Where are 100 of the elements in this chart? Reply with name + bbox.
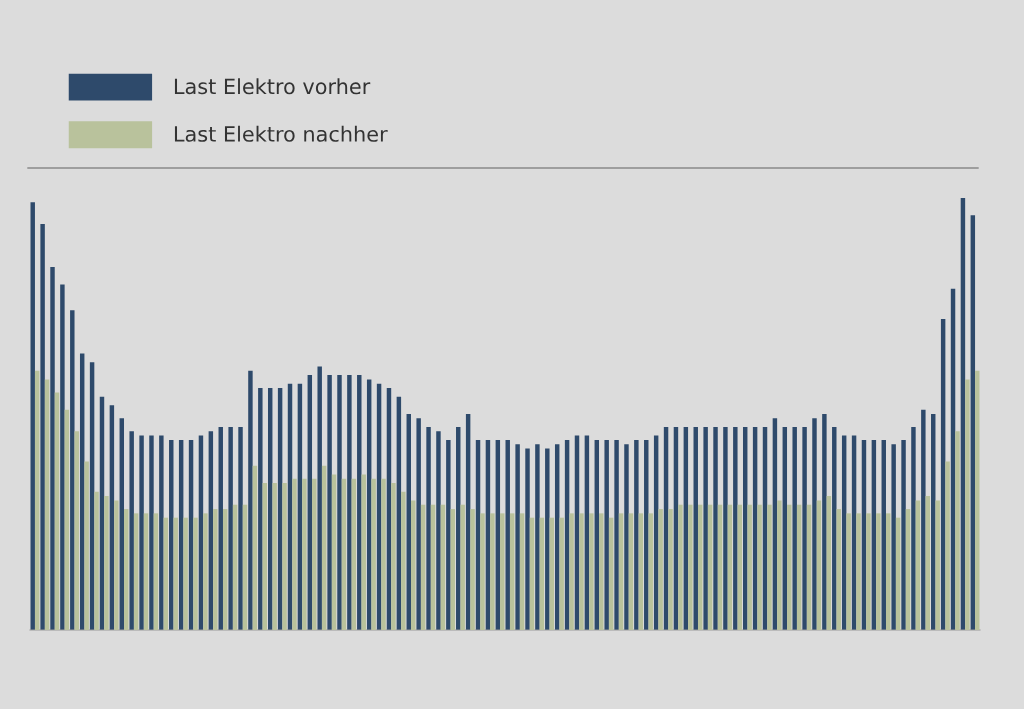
bar: [74, 431, 79, 630]
bar: [915, 500, 921, 630]
bar: [258, 388, 263, 630]
bar: [628, 513, 634, 630]
bar: [505, 439, 510, 630]
bar: [317, 366, 322, 630]
bar: [490, 513, 495, 630]
bar: [733, 426, 738, 630]
bar: [525, 448, 530, 630]
bar: [232, 504, 238, 630]
bar: [203, 513, 208, 630]
bar: [371, 478, 376, 630]
bar: [44, 379, 50, 630]
bar: [272, 483, 277, 630]
bar: [361, 474, 366, 630]
bar: [697, 504, 703, 630]
bar: [822, 414, 827, 630]
bar: [792, 426, 797, 630]
bar: [836, 509, 841, 630]
bar: [30, 202, 35, 630]
bar: [688, 504, 693, 630]
bar: [124, 509, 129, 630]
bar: [357, 375, 362, 630]
bar: [193, 517, 198, 630]
bar: [173, 517, 178, 630]
bar: [347, 375, 352, 630]
bar: [757, 504, 762, 630]
bar: [94, 491, 99, 630]
bar: [589, 513, 594, 630]
bar: [802, 426, 807, 630]
bar: [153, 513, 159, 630]
bar: [410, 500, 416, 630]
bar: [975, 370, 980, 630]
bar: [549, 517, 554, 630]
bar: [436, 431, 441, 630]
bar: [832, 426, 837, 630]
bar: [707, 504, 713, 630]
bar: [965, 379, 970, 630]
bar: [539, 517, 545, 630]
bar: [149, 435, 154, 630]
bar: [114, 500, 119, 630]
bar: [866, 513, 871, 630]
bar: [935, 500, 940, 630]
bar: [163, 517, 169, 630]
bar: [678, 504, 683, 630]
bar: [292, 478, 297, 630]
bar: [386, 388, 392, 630]
bar: [282, 483, 287, 630]
bar: [302, 478, 307, 630]
bar: [599, 513, 604, 630]
bar: [119, 418, 125, 630]
bar: [252, 465, 258, 630]
bar: [213, 509, 218, 630]
bar: [569, 513, 574, 630]
bar: [796, 504, 802, 630]
legend-label: Last Elektro nachher: [174, 125, 388, 142]
bar: [426, 426, 431, 630]
bar: [509, 513, 515, 630]
legend-label: Last Elektro vorher: [174, 78, 371, 95]
bar: [312, 478, 317, 630]
bar: [945, 461, 950, 630]
bar: [337, 375, 342, 630]
bar: [307, 375, 313, 630]
bar: [391, 483, 396, 630]
bar: [816, 500, 822, 630]
bar: [381, 478, 386, 630]
bar: [806, 504, 812, 630]
bar: [341, 478, 347, 630]
bar: [133, 513, 139, 630]
bar: [242, 504, 248, 630]
bar: [500, 513, 505, 630]
bar: [351, 478, 357, 630]
bar: [416, 418, 421, 630]
bar: [430, 504, 436, 630]
bar: [267, 388, 273, 630]
bar: [529, 517, 535, 630]
bar: [519, 513, 525, 630]
bar: [470, 509, 475, 630]
bar: [747, 504, 752, 630]
bar: [40, 223, 45, 630]
bar: [604, 439, 609, 630]
bar: [658, 509, 663, 630]
bar: [248, 370, 253, 630]
bar: [638, 513, 644, 630]
bar: [277, 388, 283, 630]
bar: [905, 509, 911, 630]
bar: [812, 418, 817, 630]
bar: [420, 504, 426, 630]
bar: [727, 504, 733, 630]
bar: [84, 461, 89, 630]
bar: [648, 513, 653, 630]
bar: [104, 496, 109, 630]
bar: [608, 517, 614, 630]
bar: [129, 431, 134, 630]
bar: [668, 509, 673, 630]
bar: [955, 431, 960, 630]
bar: [70, 310, 75, 630]
bar: [723, 426, 728, 630]
bar: [713, 426, 718, 630]
bar: [480, 513, 485, 630]
